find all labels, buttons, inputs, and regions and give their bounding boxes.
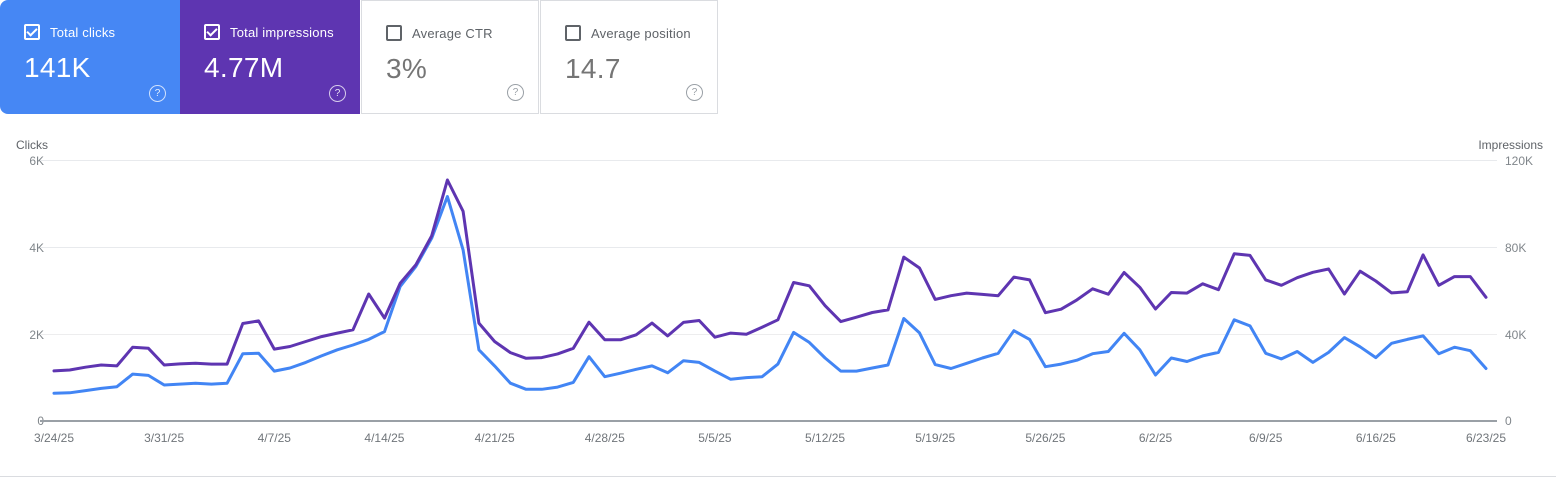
help-icon[interactable]: [149, 85, 166, 102]
x-axis-label: 4/7/25: [257, 431, 291, 445]
total-impressions-value: 4.77M: [204, 52, 284, 83]
help-icon[interactable]: [507, 84, 524, 101]
average-ctr-label: Average CTR: [412, 25, 493, 41]
left-tick: 4K: [29, 240, 44, 255]
help-icon[interactable]: [686, 84, 703, 101]
x-axis-label: 6/9/25: [1249, 431, 1283, 445]
right-tick: 120K: [1505, 153, 1534, 168]
right-tick: 0: [1505, 414, 1512, 428]
card-average-ctr[interactable]: Average CTR 3%: [361, 0, 539, 114]
total-clicks-label: Total clicks: [50, 24, 116, 40]
metric-cards-row: Total clicks 141K Total impressions 4.77…: [0, 0, 1556, 114]
x-axis-label: 6/23/25: [1465, 431, 1507, 445]
average-ctr-value: 3%: [386, 53, 428, 84]
clicks-line: [52, 195, 1488, 395]
right-axis-title: Impressions: [1478, 138, 1543, 152]
x-axis-label: 5/12/25: [805, 431, 846, 445]
chart-svg[interactable]: [0, 140, 1556, 477]
x-axis-label: 5/26/25: [1025, 431, 1066, 445]
left-tick: 6K: [29, 153, 44, 168]
x-axis-label: 6/16/25: [1355, 431, 1396, 445]
total-impressions-label: Total impressions: [230, 24, 334, 40]
total-clicks-checkbox[interactable]: [24, 24, 40, 40]
average-position-label: Average position: [591, 25, 691, 41]
x-axis-label: 4/21/25: [474, 431, 515, 445]
right-tick: 80K: [1505, 240, 1527, 255]
average-ctr-checkbox[interactable]: [386, 25, 402, 41]
x-axis-label: 5/19/25: [915, 431, 956, 445]
card-total-impressions[interactable]: Total impressions 4.77M: [180, 0, 360, 114]
left-tick: 2K: [29, 327, 44, 342]
total-impressions-checkbox[interactable]: [204, 24, 220, 40]
x-axis-label: 6/2/25: [1138, 431, 1173, 445]
x-axis-label: 4/14/25: [364, 431, 405, 445]
card-total-clicks[interactable]: Total clicks 141K: [0, 0, 180, 114]
x-axis-label: 3/31/25: [144, 431, 185, 445]
average-position-checkbox[interactable]: [565, 25, 581, 41]
performance-chart[interactable]: Clicks Impressions 6K 4K 2K 0 120K 80K 4…: [0, 138, 1556, 477]
help-icon[interactable]: [329, 85, 346, 102]
card-average-position[interactable]: Average position 14.7: [540, 0, 718, 114]
left-axis-title: Clicks: [16, 138, 48, 152]
x-axis-label: 4/28/25: [584, 431, 625, 445]
x-axis-label: 3/24/25: [33, 431, 75, 445]
impressions-line: [52, 178, 1488, 373]
average-position-value: 14.7: [565, 53, 621, 84]
x-axis-label: 5/5/25: [698, 431, 732, 445]
right-tick: 40K: [1505, 327, 1527, 342]
total-clicks-value: 141K: [24, 52, 91, 83]
